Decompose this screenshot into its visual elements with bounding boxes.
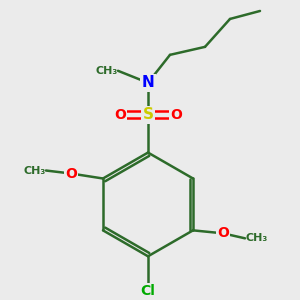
Text: O: O bbox=[217, 226, 229, 240]
Text: CH₃: CH₃ bbox=[24, 166, 46, 176]
Text: S: S bbox=[142, 107, 154, 122]
Text: O: O bbox=[114, 108, 126, 122]
Text: CH₃: CH₃ bbox=[245, 233, 267, 243]
Text: O: O bbox=[170, 108, 182, 122]
Text: CH₃: CH₃ bbox=[96, 66, 118, 76]
Text: O: O bbox=[65, 167, 77, 181]
Text: N: N bbox=[142, 75, 154, 90]
Text: Cl: Cl bbox=[141, 284, 155, 298]
